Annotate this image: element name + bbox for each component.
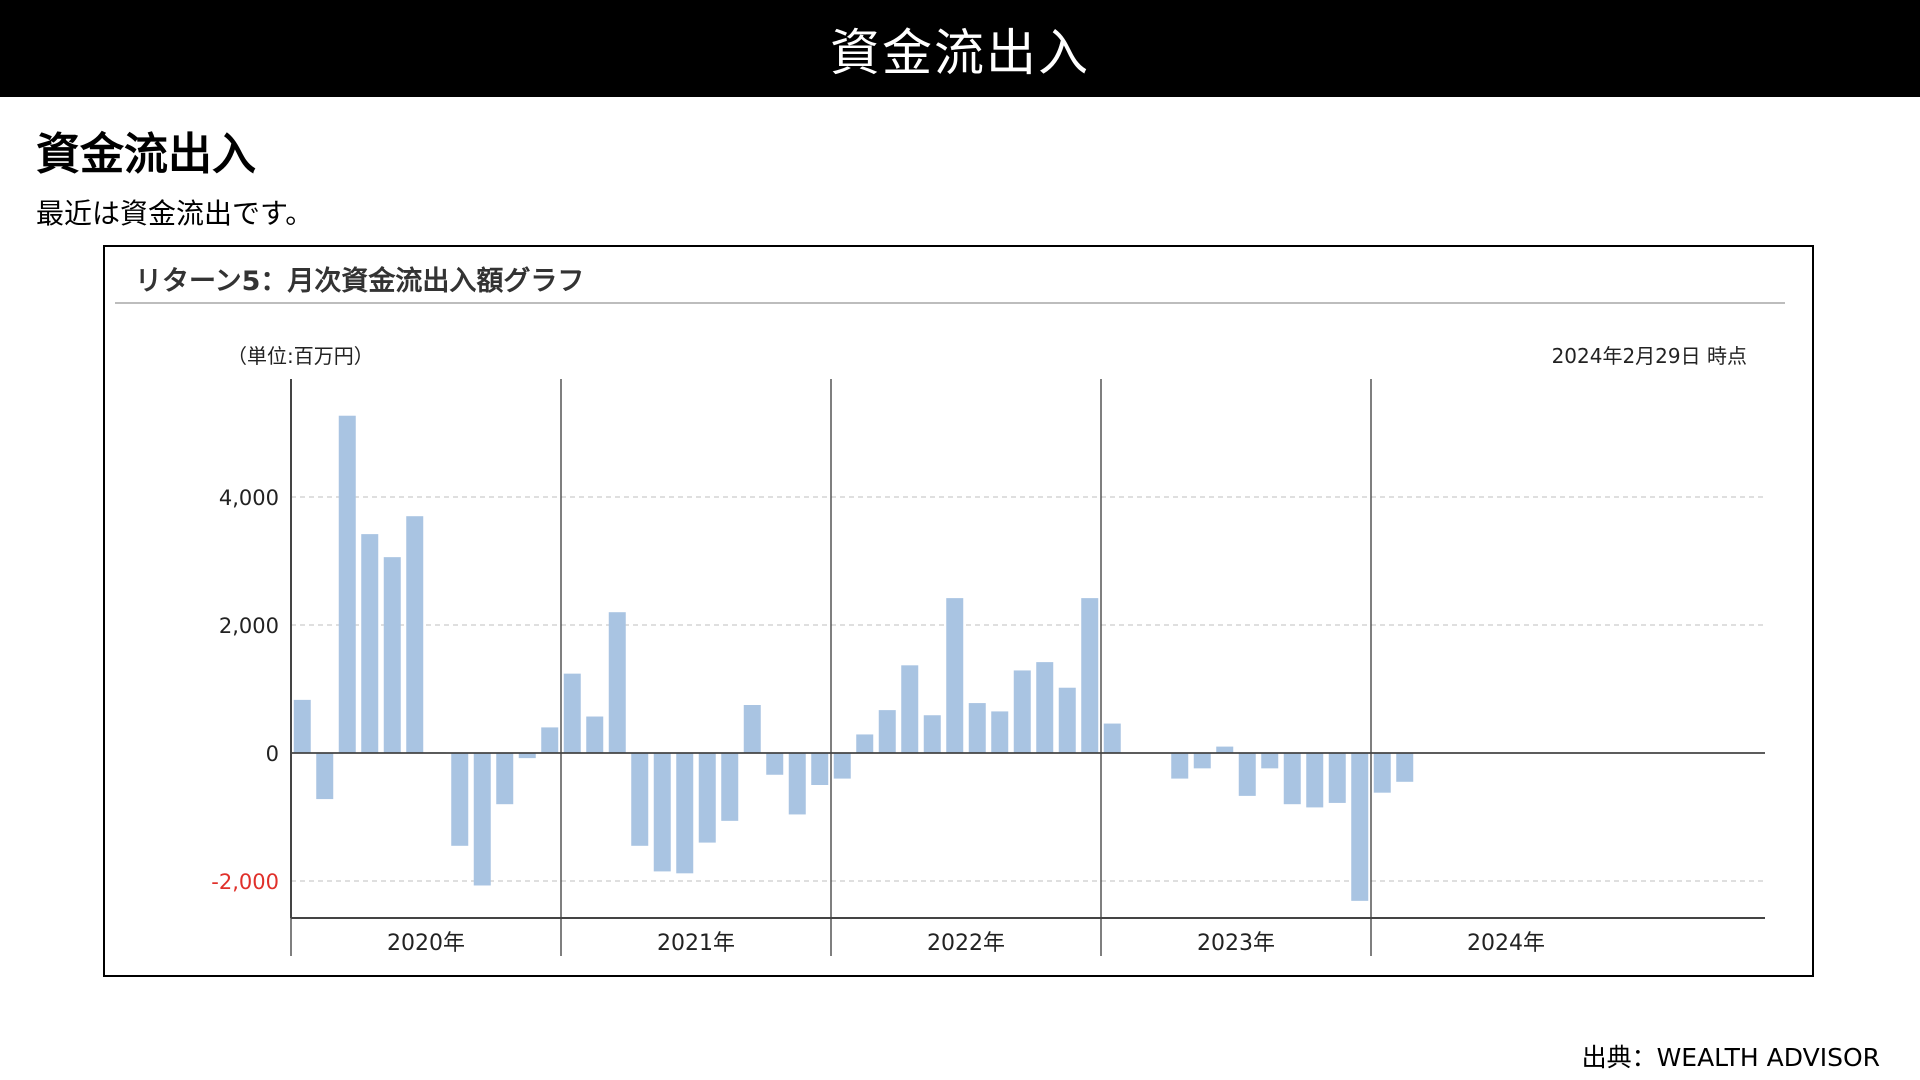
chart-title-divider: [115, 302, 1785, 304]
bar: [496, 753, 514, 805]
bar: [563, 673, 581, 753]
bar: [878, 710, 896, 753]
bar: [968, 703, 986, 753]
bar: [721, 753, 739, 821]
y-tick-label: -2,000: [211, 870, 279, 894]
bar: [833, 753, 851, 779]
bar: [1283, 753, 1301, 805]
bar: [518, 753, 536, 759]
bar: [586, 716, 604, 753]
bar: [406, 516, 424, 753]
bar: [1396, 753, 1414, 782]
bar: [1328, 753, 1346, 803]
y-tick-label: 2,000: [219, 614, 279, 638]
bar: [1351, 753, 1369, 901]
y-tick-label: 0: [266, 742, 279, 766]
x-year-label: 2021年: [657, 931, 735, 956]
bar: [1238, 753, 1256, 796]
banner-title: 資金流出入: [830, 23, 1090, 82]
bar: [608, 612, 626, 753]
top-banner: 資金流出入: [0, 0, 1920, 97]
bar: [1171, 753, 1189, 779]
bar: [383, 557, 401, 753]
bar: [1193, 753, 1211, 769]
bar: [901, 665, 919, 753]
bar: [1081, 598, 1099, 753]
source-credit: 出典：WEALTH ADVISOR: [1581, 1043, 1880, 1072]
bar: [946, 598, 964, 753]
bar: [811, 753, 829, 785]
bar: [316, 753, 334, 800]
bar: [541, 727, 559, 753]
bar: [766, 753, 784, 775]
x-year-label: 2020年: [387, 931, 465, 956]
bar: [1013, 670, 1031, 753]
chart-title: リターン5：月次資金流出入額グラフ: [135, 266, 585, 297]
bar: [473, 753, 491, 886]
x-year-label: 2023年: [1197, 931, 1275, 956]
bar: [631, 753, 649, 846]
bar: [788, 753, 806, 815]
bar: [1373, 753, 1391, 793]
bar: [293, 699, 311, 753]
bar: [1306, 753, 1324, 808]
bar: [856, 734, 874, 753]
bar: [1103, 723, 1121, 753]
bar: [1036, 662, 1054, 753]
fund-flow-bar-chart: 4,000 2,000 0 -2,000 2020年 2021年 2022年 2023年 202…: [211, 379, 1765, 956]
chart-unit-note: （単位:百万円）: [227, 344, 374, 368]
section-description: 最近は資金流出です。: [36, 197, 314, 230]
bar: [676, 753, 694, 874]
bar: [1058, 687, 1076, 753]
section-heading: 資金流出入: [36, 129, 256, 180]
bar: [1261, 753, 1279, 769]
bar: [361, 534, 379, 753]
x-year-label: 2022年: [927, 931, 1005, 956]
x-year-label: 2024年: [1467, 931, 1545, 956]
bar: [451, 753, 469, 846]
bar: [991, 711, 1009, 753]
y-tick-label: 4,000: [219, 486, 279, 510]
bar: [338, 415, 356, 753]
bar: [698, 753, 716, 843]
bar: [1216, 746, 1234, 753]
chart-as-of-date: 2024年2月29日 時点: [1551, 344, 1747, 368]
bar: [653, 753, 671, 872]
bar: [743, 705, 761, 753]
chart-panel: リターン5：月次資金流出入額グラフ （単位:百万円） 2024年2月29日 時点…: [103, 245, 1814, 977]
bar: [923, 715, 941, 753]
